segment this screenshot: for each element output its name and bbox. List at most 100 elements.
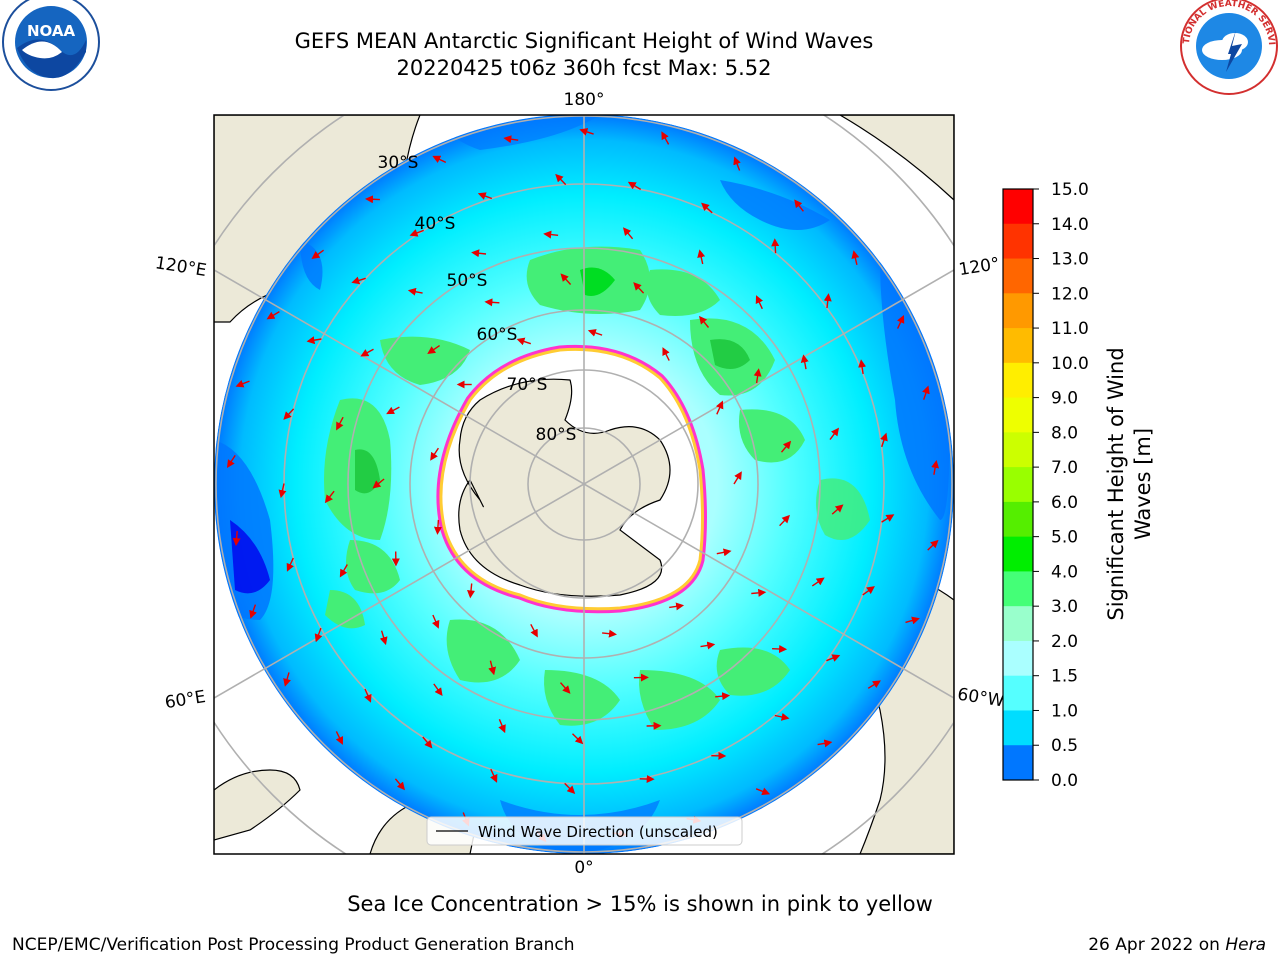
wind-wave-arrow (823, 293, 832, 309)
wind-wave-arrow (530, 623, 538, 638)
wind-wave-arrow (881, 514, 895, 523)
colorbar-cell (1003, 189, 1033, 225)
wind-wave-arrow (335, 731, 344, 745)
colorbar-tick-label: 0.0 (1051, 771, 1078, 791)
wind-wave-arrow (715, 692, 731, 701)
footer-credit: NCEP/EMC/Verification Post Processing Pr… (12, 935, 575, 955)
wind-wave-arrow (283, 408, 295, 420)
wind-wave-arrow (829, 427, 840, 441)
wind-wave-arrow (922, 385, 930, 400)
footer-date-prefix: 26 Apr 2022 on (1088, 935, 1225, 955)
wind-wave-arrow (755, 295, 764, 310)
wind-wave-arrow (753, 368, 762, 384)
wind-wave-arrow (858, 359, 867, 375)
colorbar-cell (1003, 501, 1033, 538)
colorbar-cell (1003, 432, 1033, 468)
wind-wave-arrow (430, 447, 439, 461)
wind-wave-arrow (498, 719, 506, 734)
wind-wave-arrow (360, 348, 374, 357)
colorbar-label-line2: Waves [m] (1131, 428, 1155, 540)
wind-wave-arrow (471, 249, 487, 258)
wind-wave-arrow (364, 688, 372, 703)
colorbar-tick-label: 6.0 (1051, 493, 1078, 513)
wind-wave-arrow (324, 490, 335, 504)
colorbar-cell (1003, 606, 1033, 642)
wind-wave-arrow (503, 135, 519, 144)
wind-wave-arrow (811, 577, 825, 587)
wind-wave-arrow (622, 227, 634, 240)
wind-wave-arrow (627, 181, 642, 191)
wind-wave-arrow (488, 660, 497, 676)
colorbar-tick-label: 12.0 (1051, 284, 1089, 304)
wind-wave-arrow (559, 682, 571, 694)
wind-wave-arrow (716, 400, 724, 415)
wind-wave-arrow (490, 768, 498, 783)
wind-wave-arrow (905, 616, 920, 625)
wind-wave-arrow (365, 195, 380, 204)
colorbar-cell (1003, 397, 1033, 433)
wind-wave-arrow (661, 131, 670, 145)
lat-label-50s: 50°S (447, 271, 488, 291)
map-legend: Wind Wave Direction (unscaled) (426, 816, 743, 846)
wind-wave-arrow (662, 347, 670, 361)
lat-label-30s: 30°S (378, 153, 419, 173)
colorbar-tick-label: 3.0 (1051, 597, 1078, 617)
wind-wave-arrow (700, 641, 716, 650)
colorbar-cell (1003, 640, 1033, 677)
wind-wave-arrow (232, 531, 241, 547)
colorbar-cell (1003, 223, 1033, 260)
wind-wave-arrow (831, 504, 844, 515)
colorbar-label-line1: Significant Height of Wind (1104, 347, 1128, 620)
colorbar-ticks: 15.0 14.0 13.0 12.0 11.0 10.0 9.0 8.0 7.0 6.0 5.0 4… (1033, 180, 1089, 791)
wind-wave-arrow (862, 586, 875, 596)
wind-wave-arrow (633, 282, 645, 294)
wind-wave-arrow (779, 514, 790, 527)
lon-label-60w: 60°W (956, 685, 1006, 712)
wind-wave-arrow (283, 672, 291, 687)
wind-wave-arrow (772, 644, 788, 653)
colorbar: 15.0 14.0 13.0 12.0 11.0 10.0 9.0 8.0 7.0 6.0 5.0 4… (1002, 180, 1155, 791)
wind-wave-arrow (235, 379, 250, 388)
colorbar-cell (1003, 745, 1033, 781)
wind-wave-arrow (477, 192, 493, 200)
lon-label-120w: 120° (957, 254, 1001, 280)
noaa-logo-text: NOAA (27, 22, 76, 40)
colorbar-tick-label: 15.0 (1051, 180, 1089, 200)
lon-label-180: 180° (564, 90, 605, 110)
lat-label-80s: 80°S (536, 425, 577, 445)
lon-label-0: 0° (574, 858, 593, 878)
wind-wave-arrow (867, 680, 881, 689)
legend-label: Wind Wave Direction (unscaled) (478, 823, 718, 841)
wind-wave-arrow (699, 315, 710, 328)
wind-wave-arrow (379, 630, 388, 646)
colorbar-tick-label: 5.0 (1051, 528, 1078, 548)
wind-wave-arrow (579, 128, 594, 136)
wind-wave-arrow (927, 539, 939, 551)
lat-label-60s: 60°S (477, 325, 518, 345)
wind-wave-arrow (751, 588, 767, 597)
wind-wave-arrow (572, 733, 584, 745)
noaa-logo: NOAA (2, 0, 100, 91)
wind-wave-arrow (431, 614, 440, 629)
wind-wave-arrow (931, 459, 940, 475)
wind-wave-arrow (249, 604, 257, 619)
colorbar-tick-label: 13.0 (1051, 250, 1089, 270)
wind-wave-arrow (543, 230, 559, 239)
lon-label-120e: 120°E (154, 253, 208, 281)
wind-wave-arrow (311, 249, 325, 259)
wind-wave-arrow (432, 155, 447, 164)
wind-wave-arrow (755, 787, 771, 796)
wind-wave-arrow (602, 629, 617, 638)
wind-wave-arrow (896, 314, 905, 329)
wind-wave-arrow (226, 455, 236, 469)
colorbar-tick-label: 7.0 (1051, 458, 1078, 478)
wind-wave-arrow (780, 440, 792, 453)
colorbar-tick-label: 9.0 (1051, 389, 1078, 409)
wind-wave-arrow (286, 557, 294, 572)
wind-wave-arrow (386, 406, 400, 415)
wind-wave-arrow (817, 739, 833, 748)
footer-date: 26 Apr 2022 on Hera (1088, 935, 1266, 955)
wind-wave-arrow (484, 298, 500, 307)
wind-wave-arrow (314, 627, 323, 643)
wind-wave-arrow (306, 336, 322, 345)
